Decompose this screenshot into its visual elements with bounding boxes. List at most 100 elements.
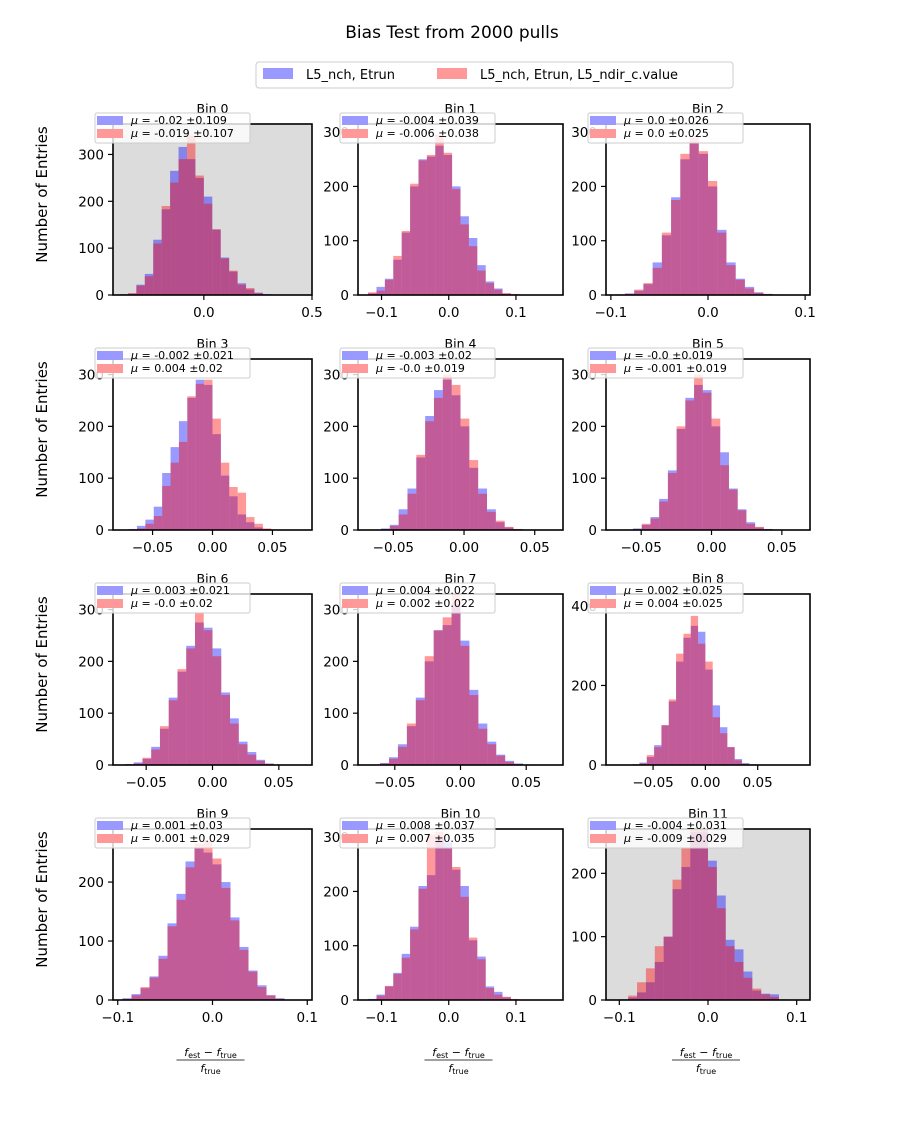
histogram-bar-red — [266, 995, 276, 1000]
histogram-bar-red — [153, 516, 163, 530]
histogram-bar-blue — [504, 527, 514, 530]
histogram-bar-blue — [654, 745, 662, 765]
histogram-bar-red — [743, 977, 753, 1000]
histogram-bar-blue — [398, 509, 408, 530]
histogram-bar-blue — [256, 759, 266, 765]
histogram-bar-blue — [220, 257, 230, 295]
histogram-bar-blue — [194, 622, 204, 765]
histogram-bar-red — [705, 661, 713, 765]
histogram-bar-red — [247, 754, 257, 765]
legend-value: = -0.006 ±0.038 — [383, 127, 479, 140]
panel-legend-swatch — [342, 116, 368, 125]
histogram-bar-blue — [469, 689, 479, 765]
panel-title: Bin 2 — [692, 101, 724, 116]
histogram-bar-blue — [246, 522, 255, 530]
histogram-bar-blue — [744, 286, 755, 295]
panel-legend-label: μ = 0.001 ±0.029 — [130, 832, 230, 845]
histogram-bar-red — [149, 977, 159, 1000]
histogram-bar-red — [162, 485, 171, 530]
histogram-bar-red — [494, 289, 503, 295]
histogram-bar-blue — [734, 759, 742, 765]
histogram-bar-red — [708, 867, 717, 1000]
panel-legend-label: μ = 0.008 ±0.037 — [375, 819, 475, 832]
histogram-bar-blue — [426, 156, 436, 295]
panel-legend-label: μ = -0.002 ±0.021 — [130, 349, 234, 362]
histogram-bar-red — [460, 645, 470, 765]
histogram-bar-blue — [254, 292, 263, 295]
histogram-bar-blue — [239, 946, 249, 1000]
histogram-bar-red — [161, 205, 171, 295]
histogram-bar-blue — [477, 265, 486, 295]
histogram-bar-blue — [667, 470, 677, 530]
x-tick-label: 0.1 — [297, 1010, 318, 1026]
x-tick-label: −0.05 — [620, 540, 661, 556]
histogram-bar-blue — [735, 278, 745, 295]
x-tick-label: 0.0 — [697, 305, 718, 321]
histogram-bar-red — [168, 700, 178, 765]
histogram-bar-blue — [275, 998, 285, 1000]
histogram-bar-red — [717, 232, 727, 295]
histogram-bar-red — [495, 520, 505, 530]
histogram-bar-blue — [478, 488, 488, 530]
panel-legend-label: μ = 0.002 ±0.022 — [375, 597, 475, 610]
histogram-bar-red — [194, 612, 204, 765]
histogram-bar-blue — [407, 488, 417, 530]
histogram-bar-red — [659, 501, 668, 530]
legend-swatch-blue — [263, 68, 293, 79]
mu-symbol: μ — [130, 584, 138, 597]
histogram-bar-red — [755, 526, 764, 530]
histogram-bar-blue — [425, 416, 434, 530]
histogram-bar-red — [737, 510, 747, 530]
histogram-bar-red — [694, 374, 703, 530]
histogram-bar-red — [433, 397, 443, 530]
axes-background — [113, 124, 312, 295]
legend-value: = 0.002 ±0.025 — [631, 584, 723, 597]
panel-legend-box — [339, 112, 496, 144]
histogram-bar-red — [667, 473, 677, 530]
histogram-bar-blue — [734, 949, 744, 1000]
legend-value: = -0.0 ±0.019 — [383, 362, 465, 375]
histogram-bar-red — [770, 996, 779, 1000]
panel-title: Bin 6 — [197, 571, 229, 586]
histogram-bar-blue — [136, 525, 146, 530]
histogram-bar-blue — [248, 970, 258, 1000]
histogram-bar-blue — [699, 832, 708, 1000]
histogram-bar-blue — [435, 837, 444, 1000]
histogram-bar-red — [435, 134, 444, 295]
histogram-bar-red — [186, 648, 195, 765]
histogram-bar-blue — [247, 752, 257, 765]
histogram-bar-red — [634, 289, 644, 295]
histogram-bar-blue — [681, 867, 691, 1000]
histogram-bar-blue — [680, 159, 690, 295]
histogram-bar-red — [178, 159, 187, 295]
histogram-bar-red — [410, 183, 419, 295]
legend-value: = -0.004 ±0.031 — [631, 819, 727, 832]
histogram-bar-blue — [708, 186, 718, 295]
panel-legend-label: μ = -0.009 ±0.029 — [623, 832, 727, 845]
histogram-bar-red — [158, 958, 168, 1000]
histogram-bar-red — [690, 829, 700, 1000]
histogram-bar-red — [425, 421, 434, 530]
histogram-bar-red — [469, 695, 479, 765]
panel-legend-swatch — [97, 821, 123, 830]
axes-background — [358, 124, 563, 295]
y-axis-label: Number of Entries — [33, 831, 51, 968]
histogram-bar-red — [442, 374, 452, 530]
x-axis-label: fest − ftrue ftrue — [424, 1046, 493, 1076]
axes-background — [358, 594, 563, 765]
panel-legend-box — [587, 112, 744, 144]
histogram-bar-red — [496, 755, 506, 765]
histogram-bar-blue — [690, 832, 700, 1000]
histogram-bar-blue — [368, 293, 377, 295]
panel-legend-label: μ = 0.004 ±0.02 — [130, 362, 223, 375]
histogram-bar-red — [494, 994, 503, 1000]
panel-legend-box — [94, 817, 251, 849]
histogram-bar-blue — [717, 229, 727, 295]
y-tick-label: 200 — [78, 875, 104, 891]
histogram-bar-blue — [212, 864, 222, 1000]
histogram-bar-blue — [142, 758, 152, 765]
legend-label-blue: L5_nch, Etrun — [306, 68, 395, 83]
histogram-bar-red — [645, 968, 655, 1000]
